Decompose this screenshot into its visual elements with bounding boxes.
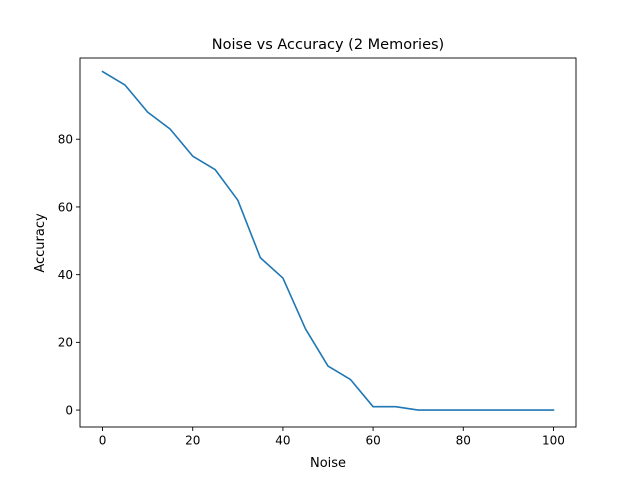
x-axis: 0 20 40 60 80 100 — [99, 427, 565, 448]
y-axis-label: Accuracy — [33, 213, 48, 273]
chart-title: Noise vs Accuracy (2 Memories) — [212, 37, 444, 53]
y-tick-label-60: 60 — [58, 200, 73, 214]
x-tick-label-80: 80 — [456, 434, 471, 448]
plot-area — [79, 57, 577, 428]
y-axis: 0 20 40 60 80 — [58, 133, 80, 417]
series-line-0 — [101, 70, 555, 411]
x-tick-label-60: 60 — [365, 434, 380, 448]
x-tick-label-40: 40 — [275, 434, 290, 448]
y-tick-label-40: 40 — [58, 268, 73, 282]
y-tick-label-80: 80 — [58, 133, 73, 147]
x-tick-label-20: 20 — [185, 434, 200, 448]
x-axis-label: Noise — [310, 456, 346, 471]
plot-frame — [79, 57, 577, 428]
x-tick-label-100: 100 — [542, 434, 565, 448]
y-tick-label-20: 20 — [58, 336, 73, 350]
y-tick-label-0: 0 — [65, 403, 73, 417]
x-tick-label-0: 0 — [99, 434, 107, 448]
